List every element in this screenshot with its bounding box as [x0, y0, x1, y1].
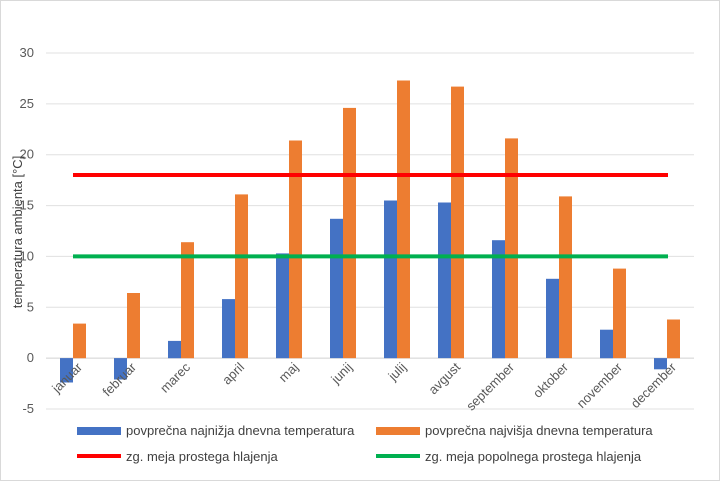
bar-max-oktober	[559, 196, 572, 359]
legend-swatch-max	[376, 427, 420, 435]
y-axis-label: temperatura ambienta [°C]	[10, 156, 25, 309]
x-tick-label-december: december	[628, 359, 680, 411]
bar-min-april	[222, 299, 235, 359]
bar-min-oktober	[546, 278, 559, 359]
bar-max-junij	[343, 107, 356, 359]
x-axis-ticks: januar februar marec april maj junij julij avgu…	[48, 359, 679, 414]
bar-min-maj	[276, 253, 289, 359]
y-tick-label: 25	[20, 96, 34, 111]
y-tick-label: 15	[20, 198, 34, 213]
bar-min-februar	[114, 358, 127, 380]
bar-min-avgust	[438, 202, 451, 359]
x-tick-label-april: april	[219, 359, 247, 387]
bar-max-november	[613, 268, 626, 359]
legend-label-max: povprečna najvišja dnevna temperatura	[425, 423, 653, 438]
y-tick-label: 0	[27, 350, 34, 365]
x-tick-label-maj: maj	[276, 359, 301, 384]
bar-min-marec	[168, 340, 181, 359]
bar-min-januar	[60, 358, 73, 383]
bar-min-november	[600, 329, 613, 359]
bar-max-maj	[289, 140, 302, 359]
bar-min-december	[654, 358, 667, 370]
y-tick-label: 20	[20, 147, 34, 162]
x-tick-label-junij: junij	[327, 359, 355, 387]
bar-min-junij	[330, 218, 343, 359]
legend-label-free-cooling: zg. meja prostega hlajenja	[126, 449, 279, 464]
y-tick-label: 10	[20, 248, 34, 263]
legend-label-min: povprečna najnižja dnevna temperatura	[126, 423, 355, 438]
x-tick-label-oktober: oktober	[530, 359, 572, 401]
legend-label-full-free-cooling: zg. meja popolnega prostega hlajenja	[425, 449, 642, 464]
x-tick-label-julij: julij	[385, 359, 410, 384]
y-tick-label: 5	[27, 299, 34, 314]
bar-max-december	[667, 319, 680, 359]
bar-max-julij	[397, 80, 410, 359]
y-tick-label: 30	[20, 45, 34, 60]
bar-min-september	[492, 240, 505, 359]
bar-max-september	[505, 138, 518, 359]
bar-max-marec	[181, 242, 194, 359]
legend: povprečna najnižja dnevna temperatura po…	[77, 423, 653, 464]
y-tick-label: -5	[22, 401, 34, 416]
bar-min-julij	[384, 200, 397, 359]
y-axis-ticks: -5 0 5 10 15 20 25 30	[20, 45, 34, 416]
x-tick-label-september: september	[463, 359, 518, 414]
bar-max-januar	[73, 323, 86, 359]
x-tick-label-november: november	[574, 359, 626, 411]
x-tick-label-marec: marec	[157, 359, 193, 395]
x-tick-label-avgust: avgust	[425, 359, 463, 397]
reference-lines	[73, 173, 668, 259]
bar-max-februar	[127, 293, 140, 359]
bar-max-avgust	[451, 86, 464, 359]
legend-swatch-min	[77, 427, 121, 435]
bars	[60, 80, 680, 383]
bar-max-april	[235, 194, 248, 359]
gridlines	[46, 52, 694, 410]
